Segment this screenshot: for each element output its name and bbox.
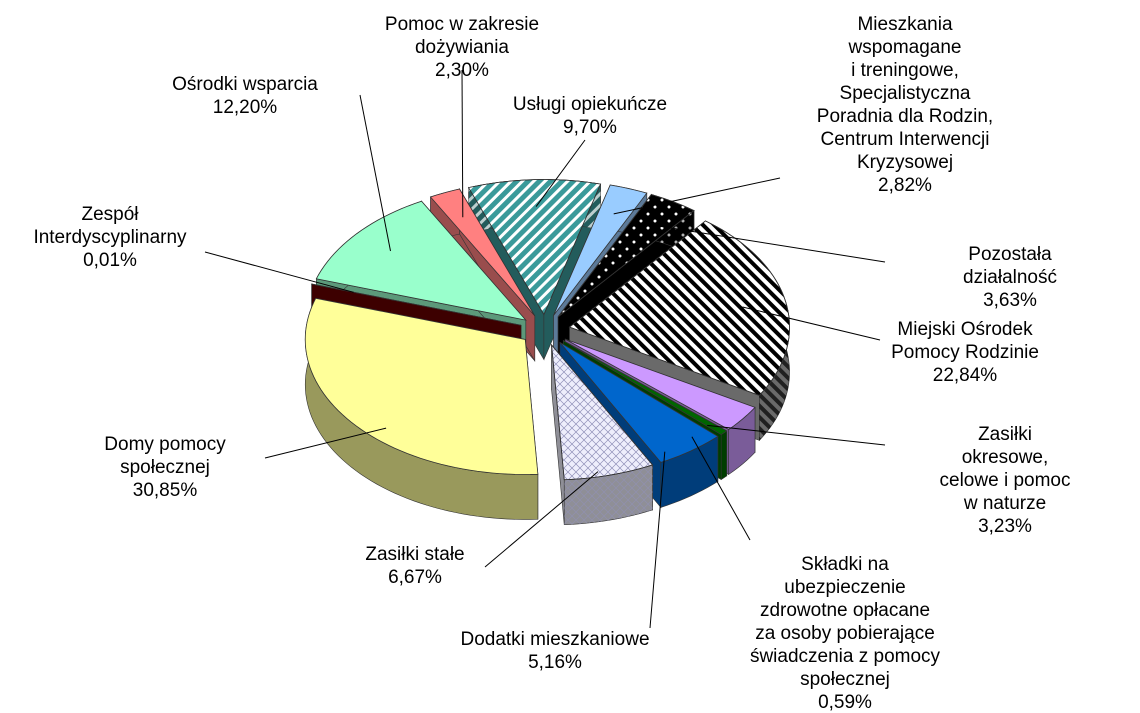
category-label: Domy pomocy społecznej bbox=[104, 434, 226, 478]
value-label: 22,84% bbox=[932, 365, 998, 386]
category-label: Zasiłki okresowe, celowe i pomoc w natur… bbox=[939, 424, 1071, 514]
slice bbox=[551, 343, 654, 526]
leader-line bbox=[613, 177, 781, 215]
category-label: Zasiłki stałe bbox=[365, 544, 465, 565]
slice-label: Pozostała działalność 3,63% bbox=[945, 243, 1075, 312]
category-label: Składki na ubezpieczenie zdrowotne opłac… bbox=[749, 554, 941, 690]
slice-label: Zasiłki stałe 6,67% bbox=[365, 543, 464, 589]
leader-line bbox=[484, 471, 599, 568]
slice-label: Miejski Ośrodek Pomocy Rodzinie 22,84% bbox=[891, 318, 1039, 387]
value-label: 3,23% bbox=[978, 516, 1032, 537]
category-label: Mieszkania wspomagane i treningowe, Spec… bbox=[816, 14, 994, 173]
value-label: 9,70% bbox=[563, 117, 617, 138]
leader-line bbox=[650, 224, 886, 263]
category-label: Zespół Interdyscyplinarny bbox=[33, 204, 187, 248]
slice-pattern bbox=[557, 194, 695, 318]
slice bbox=[304, 297, 539, 475]
slice-label: Składki na ubezpieczenie zdrowotne opłac… bbox=[750, 553, 940, 713]
value-label: 6,67% bbox=[388, 567, 442, 588]
slice-label: Mieszkania wspomagane i treningowe, Spec… bbox=[817, 13, 993, 197]
slice-pattern bbox=[468, 179, 602, 316]
category-label: Usługi opiekuńcze bbox=[512, 94, 668, 115]
slice-pattern bbox=[568, 220, 790, 396]
slice bbox=[553, 184, 648, 316]
slice bbox=[315, 200, 527, 321]
slice-label: Pomoc w zakresie dożywiania 2,30% bbox=[385, 13, 539, 82]
value-label: 0,01% bbox=[83, 250, 137, 271]
category-label: Pozostała działalność bbox=[963, 244, 1057, 288]
leader-line bbox=[359, 94, 391, 252]
slice-label: Dodatki mieszkaniowe 5,16% bbox=[460, 628, 649, 674]
slice bbox=[311, 283, 522, 326]
category-label: Miejski Ośrodek Pomocy Rodzinie bbox=[891, 319, 1039, 363]
slice bbox=[559, 342, 719, 463]
leader-line bbox=[204, 251, 354, 293]
value-label: 3,63% bbox=[983, 290, 1037, 311]
leader-line bbox=[461, 69, 464, 218]
slice-wall bbox=[720, 430, 728, 481]
slice bbox=[429, 188, 536, 317]
slice-label: Usługi opiekuńcze 9,70% bbox=[513, 93, 667, 139]
leader-line bbox=[535, 139, 586, 207]
leader-line bbox=[691, 436, 751, 541]
leader-line bbox=[707, 424, 886, 446]
slice-pattern bbox=[551, 343, 654, 481]
value-label: 0,59% bbox=[818, 692, 872, 713]
slice-label: Zespół Interdyscyplinarny 0,01% bbox=[33, 203, 186, 272]
leader-line bbox=[742, 306, 881, 341]
value-label: 30,85% bbox=[132, 480, 198, 501]
value-label: 2,82% bbox=[878, 175, 932, 196]
value-label: 12,20% bbox=[212, 97, 278, 118]
slice bbox=[563, 340, 728, 436]
value-label: 5,16% bbox=[528, 652, 582, 673]
leader-line bbox=[649, 451, 666, 629]
category-label: Ośrodki wsparcia bbox=[172, 74, 318, 95]
pie bbox=[304, 179, 790, 526]
slice-label: Domy pomocy społecznej 30,85% bbox=[104, 433, 225, 502]
category-label: Pomoc w zakresie dożywiania bbox=[384, 14, 540, 58]
slice bbox=[304, 297, 539, 520]
value-label: 2,30% bbox=[435, 60, 489, 81]
slice-label: Ośrodki wsparcia 12,20% bbox=[172, 73, 318, 119]
slice-label: Zasiłki okresowe, celowe i pomoc w natur… bbox=[938, 423, 1073, 538]
leader-line bbox=[264, 427, 387, 459]
category-label: Dodatki mieszkaniowe bbox=[460, 629, 650, 650]
slice-wall-pattern bbox=[564, 464, 653, 525]
